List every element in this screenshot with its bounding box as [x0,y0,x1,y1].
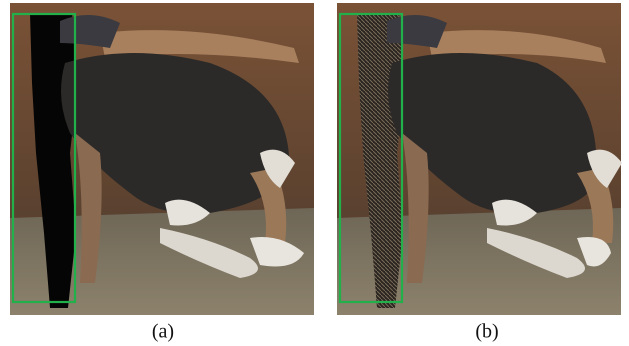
photo [10,3,314,315]
panel-caption: (a) [152,321,174,343]
cap [387,15,447,48]
figure: (a) (b) [0,0,629,346]
cap [60,15,120,48]
photo [337,3,622,315]
panel-caption: (b) [475,321,498,343]
